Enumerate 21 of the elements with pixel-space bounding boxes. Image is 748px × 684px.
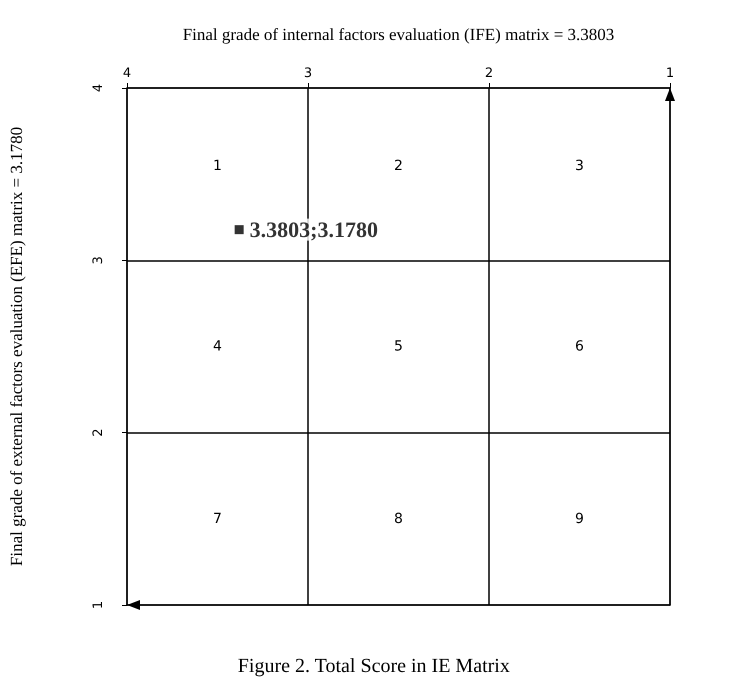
annotation: 7 [213, 510, 222, 527]
y-tick-label: 4 [91, 84, 106, 92]
caption: Figure 2. Total Score in IE Matrix [238, 655, 510, 677]
x-tick-label: 3 [304, 66, 312, 81]
x-axis-title: Final grade of internal factors evaluation (IFE) matrix = 3.3803 [182, 25, 614, 44]
annotation: 6 [575, 338, 584, 354]
y-axis-title: Final grade of external factors evaluation (EFE) matrix = 3.1780 [7, 126, 26, 566]
y-tick-label: 3 [91, 256, 106, 264]
x-tick-label: 2 [484, 66, 494, 81]
annotation: 1 [213, 158, 222, 174]
y-tick-label: 2 [91, 428, 106, 437]
annotation: 4 [213, 338, 222, 354]
annotation: 3 [575, 158, 584, 174]
annotation: 5 [394, 338, 403, 354]
y-tick-label: 1 [91, 600, 106, 610]
annotation: 9 [575, 510, 584, 527]
x-tick-label: 4 [122, 66, 132, 81]
data-label: 3.3803;3.1780 [250, 217, 378, 242]
x-tick-label: 1 [666, 66, 674, 81]
annotation: 8 [394, 510, 403, 527]
annotation: 2 [394, 158, 403, 174]
